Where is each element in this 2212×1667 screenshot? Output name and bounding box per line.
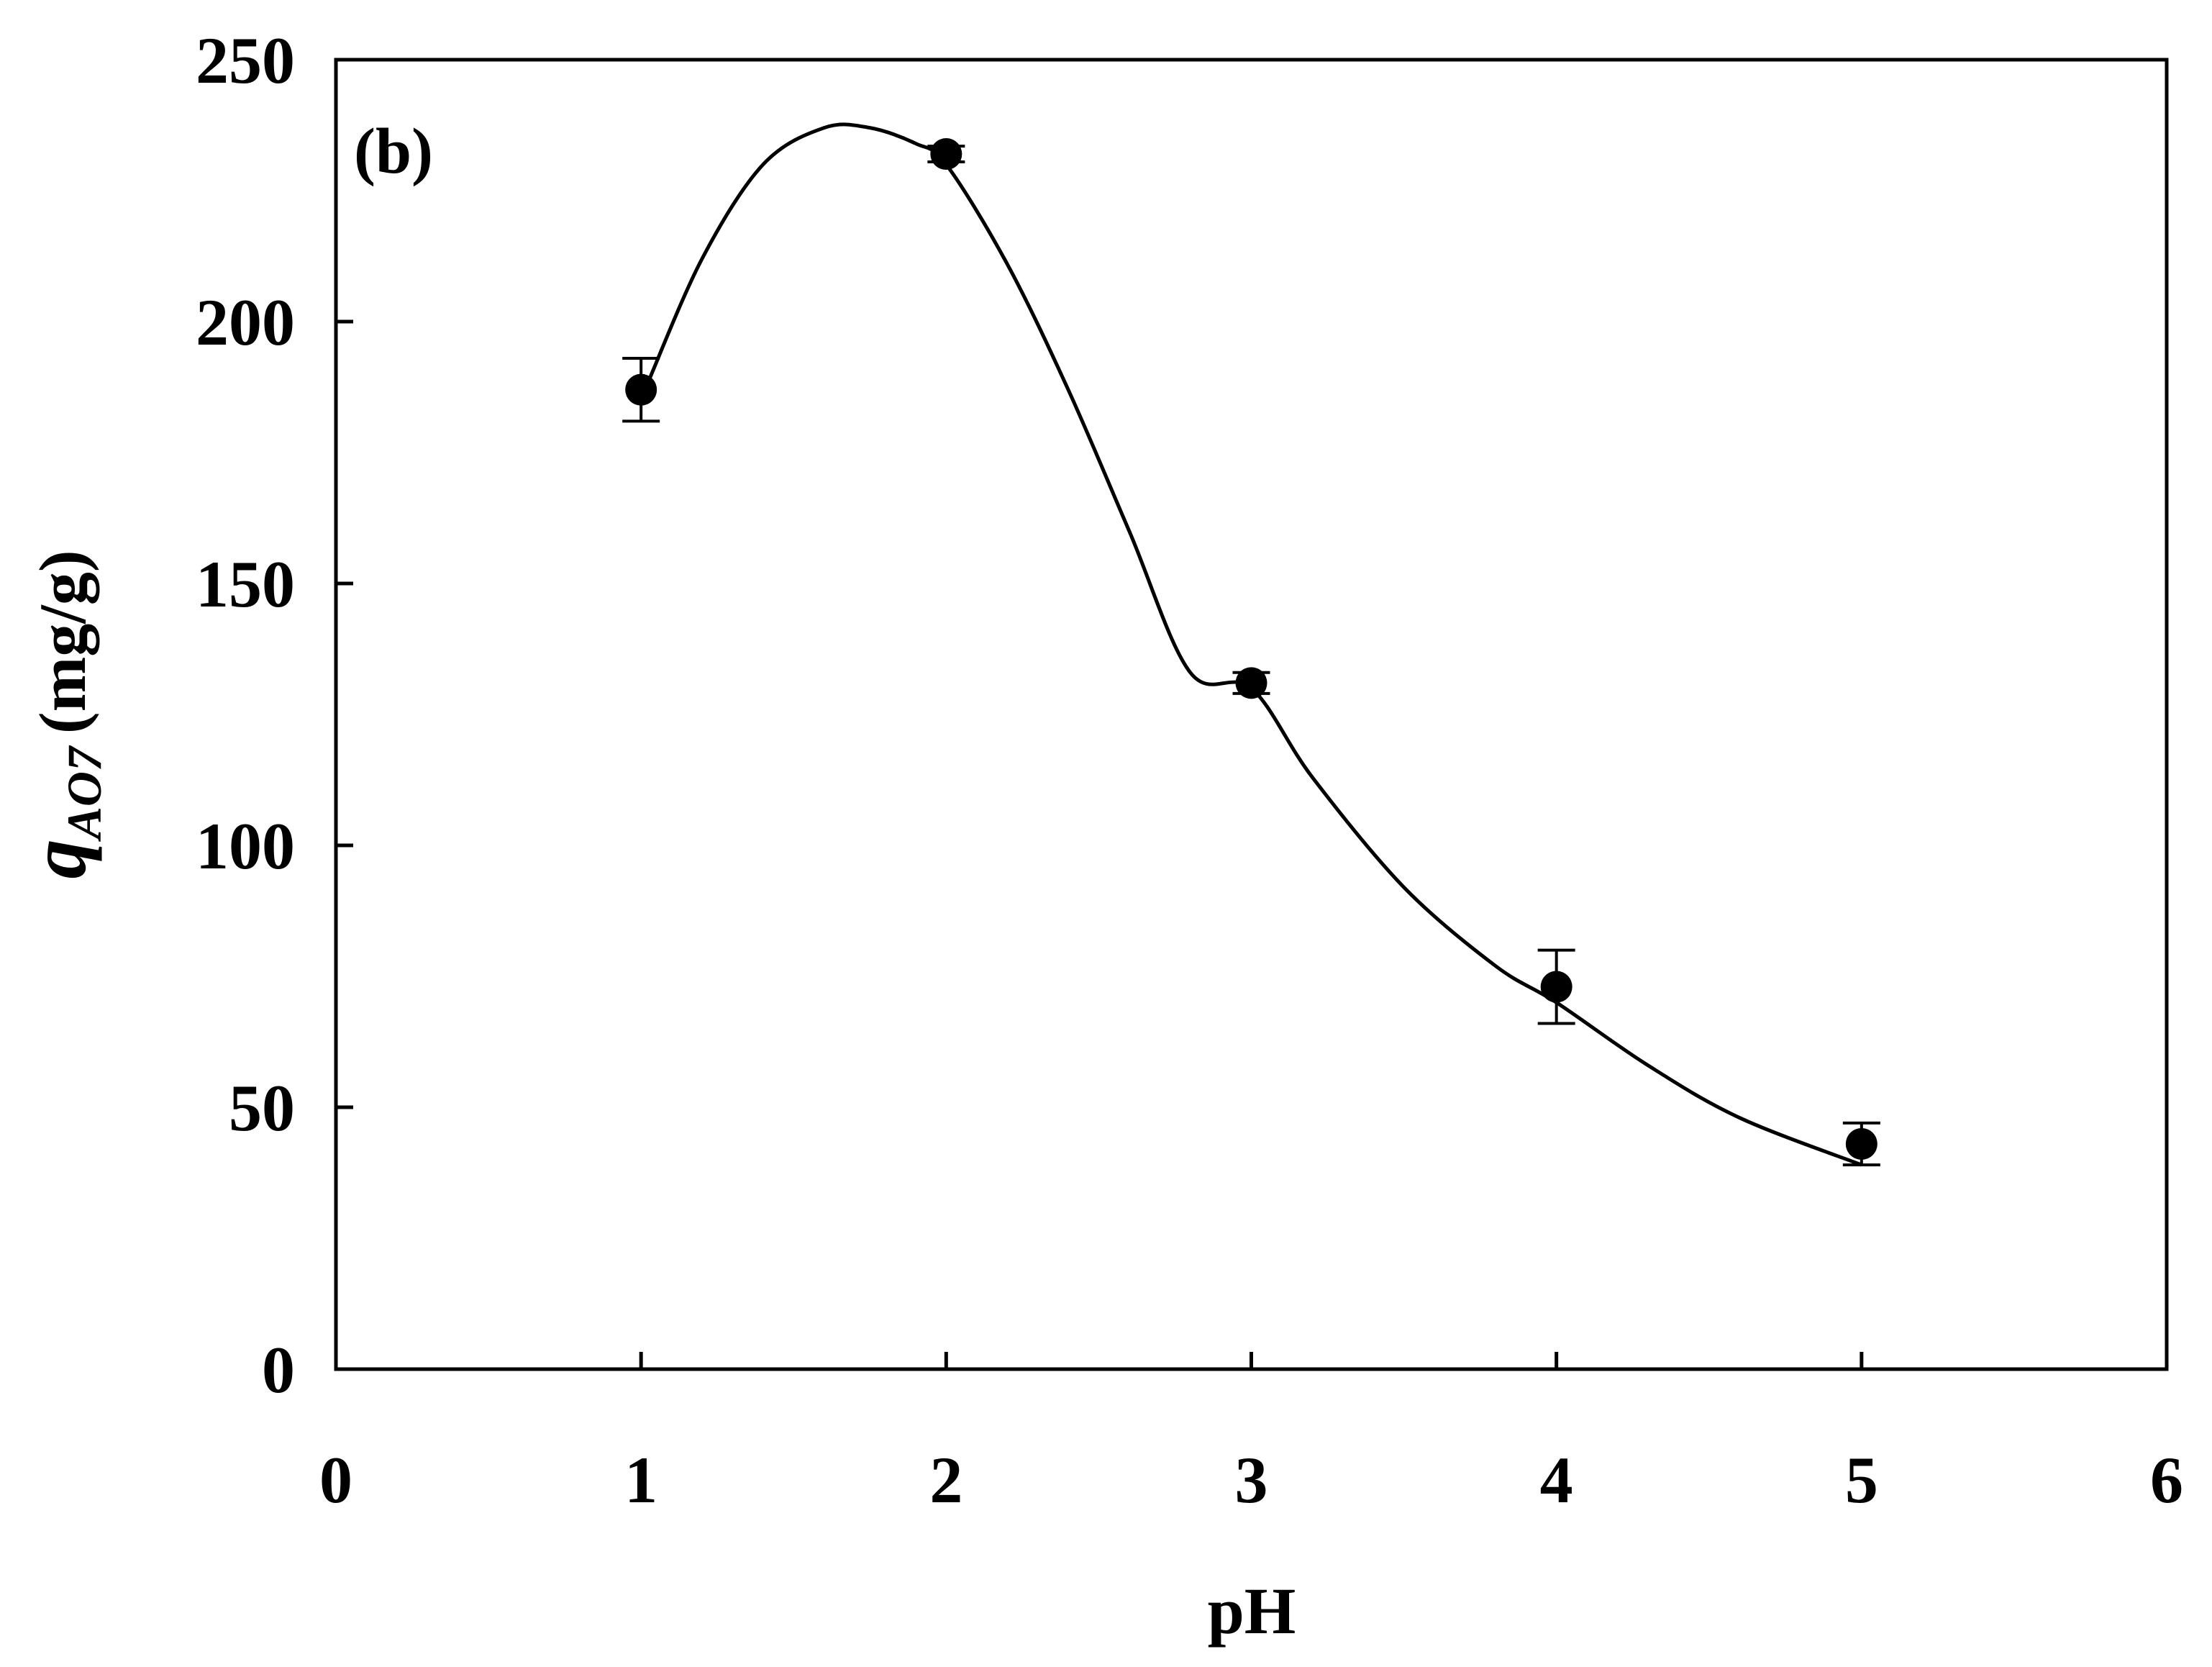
data-point — [625, 373, 657, 406]
y-axis-symbol: q — [14, 839, 102, 878]
x-tick-label: 1 — [624, 1443, 657, 1517]
data-point — [1845, 1127, 1878, 1160]
x-tick-labels: 0 1 2 3 4 5 6 — [319, 1443, 2183, 1517]
x-tick-label: 6 — [2150, 1443, 2183, 1517]
plot-area — [334, 58, 2169, 1371]
fit-curve — [645, 122, 1862, 1167]
y-tick-label: 0 — [262, 1333, 295, 1407]
plot-frame — [334, 58, 2169, 1371]
y-axis-subscript: AO7 — [57, 745, 111, 842]
y-axis-ticks — [336, 58, 353, 1371]
error-bars — [622, 145, 1880, 1167]
x-tick-label: 4 — [1540, 1443, 1573, 1517]
y-tick-label: 250 — [196, 24, 295, 97]
x-tick-label: 5 — [1845, 1443, 1878, 1517]
x-axis-ticks — [334, 1352, 2169, 1369]
data-point — [1235, 667, 1267, 699]
data-point — [1540, 971, 1572, 1003]
y-tick-label: 150 — [196, 548, 295, 621]
data-markers — [625, 138, 1878, 1160]
y-tick-labels: 0 50 100 150 200 250 — [196, 24, 295, 1407]
x-tick-label: 2 — [929, 1443, 962, 1517]
panel-label: (b) — [354, 116, 433, 187]
x-tick-label: 3 — [1235, 1443, 1268, 1517]
y-axis-title: qAO7 (mg/g) — [14, 550, 111, 879]
y-axis-unit: (mg/g) — [26, 550, 99, 734]
svg-text:qAO7(mg/g): qAO7 (mg/g) — [14, 550, 111, 879]
x-tick-label: 0 — [319, 1443, 352, 1517]
y-tick-label: 50 — [229, 1071, 295, 1145]
x-axis-title: pH — [1208, 1574, 1296, 1648]
y-tick-label: 200 — [196, 286, 295, 359]
data-point — [930, 138, 962, 171]
y-tick-label: 100 — [196, 809, 295, 883]
